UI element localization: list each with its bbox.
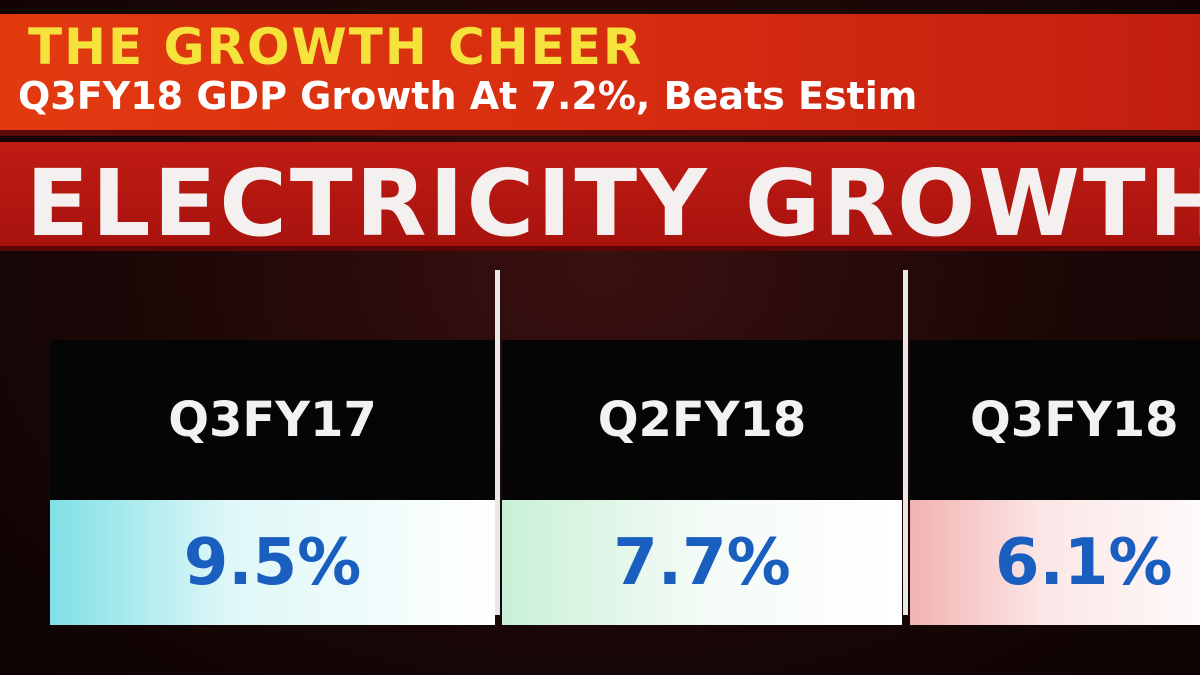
growth-value: 7.7% — [502, 500, 902, 625]
divider — [903, 270, 908, 615]
headline: Q3FY18 GDP Growth At 7.2%, Beats Estim — [18, 74, 918, 118]
kicker: THE GROWTH CHEER — [28, 18, 644, 76]
title-banner — [0, 142, 1200, 251]
period-label: Q3FY18 — [910, 340, 1200, 500]
period-label: Q2FY18 — [502, 340, 902, 500]
period-label: Q3FY17 — [50, 340, 495, 500]
growth-value: 6.1% — [910, 500, 1200, 625]
title: ELECTRICITY GROWTH — [26, 150, 1200, 257]
divider — [495, 270, 500, 615]
growth-value: 9.5% — [50, 500, 495, 625]
top-banner — [0, 14, 1200, 136]
